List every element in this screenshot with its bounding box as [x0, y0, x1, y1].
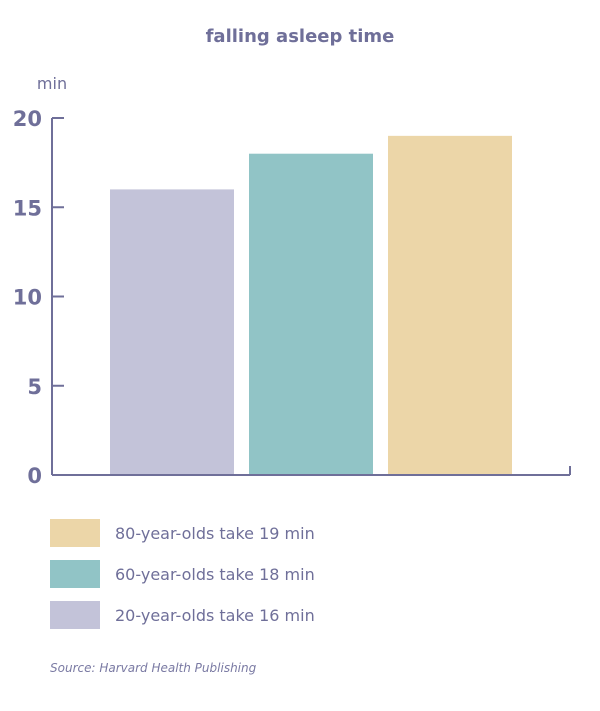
y-axis-label: min [37, 74, 67, 93]
legend-swatch [50, 519, 100, 547]
legend: 80-year-olds take 19 min 60-year-olds ta… [50, 519, 315, 642]
y-tick-label: 15 [13, 196, 42, 220]
chart-title: falling asleep time [205, 26, 395, 47]
bar [110, 189, 234, 475]
chart-plot: 0 5 10 15 20 min [13, 74, 571, 488]
legend-item: 60-year-olds take 18 min [50, 560, 315, 588]
y-tick-label: 0 [27, 464, 42, 488]
bar [388, 135, 512, 475]
legend-swatch [50, 601, 100, 629]
y-tick-label: 10 [13, 286, 42, 310]
legend-item: 20-year-olds take 16 min [50, 601, 315, 629]
y-tick-label: 5 [27, 375, 42, 399]
legend-label: 60-year-olds take 18 min [115, 564, 315, 584]
legend-label: 80-year-olds take 19 min [115, 523, 315, 543]
legend-label: 20-year-olds take 16 min [115, 605, 315, 625]
legend-item: 80-year-olds take 19 min [50, 519, 315, 547]
y-tick-label: 20 [13, 107, 42, 131]
source-note: Source: Harvard Health Publishing [50, 661, 257, 675]
legend-swatch [50, 560, 100, 588]
bar [249, 153, 373, 475]
